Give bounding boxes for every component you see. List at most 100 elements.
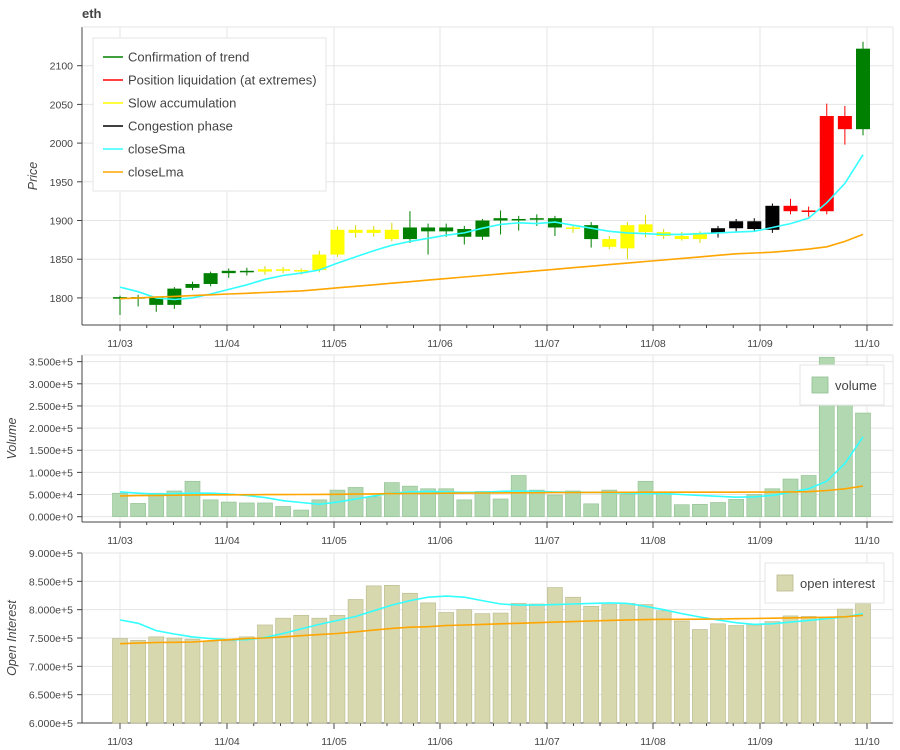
open-interest-bar	[347, 599, 364, 724]
volume-bar	[438, 488, 454, 517]
legend-swatch	[811, 376, 829, 394]
volume-panel: 0.000e+0 5.000e+4 1.000e+5 1.500e+5 2.000e+5…	[5, 354, 894, 547]
xtick-label: 11/09	[747, 736, 773, 748]
candle-body	[692, 232, 707, 240]
open-interest-bar	[202, 640, 219, 724]
open-interest-bar	[184, 638, 201, 724]
ytick-label: 2.000e+5	[29, 423, 73, 435]
volume-bar	[601, 489, 618, 517]
ytick-label: 1900	[50, 216, 74, 228]
open-interest-bar	[764, 621, 781, 724]
ytick-label: 6.000e+5	[29, 718, 73, 730]
candle-body	[402, 227, 417, 240]
open-interest-bar	[492, 612, 509, 724]
ytick-label: 8.000e+5	[29, 605, 73, 617]
candle-body	[257, 269, 272, 272]
volume-bar	[710, 502, 726, 517]
open-interest-sma-line	[119, 595, 864, 641]
xtick-label: 11/09	[747, 338, 773, 350]
volume-bar	[583, 503, 599, 517]
open-interest-bar	[438, 612, 454, 724]
candle-body	[837, 116, 852, 130]
xtick-label: 11/03	[107, 535, 133, 547]
open-interest-bar	[220, 640, 237, 724]
open-interest-bar	[275, 617, 291, 724]
volume-bar	[239, 502, 255, 517]
candle-body	[729, 221, 744, 229]
ytick-label: 1800	[50, 293, 74, 305]
candle-body	[819, 116, 834, 212]
open-interest-panel: 6.000e+5 6.500e+5 7.000e+5 7.500e+5 8.000e+5…	[5, 548, 894, 748]
volume-bar	[184, 480, 201, 517]
open-interest-bar	[329, 615, 346, 724]
open-interest-bar	[728, 625, 744, 724]
open-interest-bar	[619, 603, 636, 724]
xtick-label: 11/10	[854, 736, 880, 748]
ytick-label: 5.000e+4	[29, 490, 73, 502]
volume-bar	[275, 506, 291, 517]
ytick-label: 3.500e+5	[29, 357, 73, 369]
ytick-label: 1.000e+5	[29, 467, 73, 479]
open-interest-bar	[529, 603, 545, 724]
price-panel: 1800 1850 1900 1950 2000 2050 2100 11/03 11/04 11…	[26, 26, 894, 350]
volume-bar	[492, 498, 509, 517]
candle-body	[384, 229, 399, 240]
candle-body	[801, 210, 816, 212]
open-interest-bar	[510, 603, 527, 724]
ytick-label: 1.500e+5	[29, 445, 73, 457]
legend-label: Confirmation of trend	[128, 50, 249, 65]
open-interest-bar	[365, 585, 382, 724]
volume-bar	[384, 482, 400, 517]
xtick-label: 11/04	[214, 736, 240, 748]
open-interest-bar	[782, 615, 799, 724]
ytick-label: 6.500e+5	[29, 690, 73, 702]
xtick-label: 11/03	[107, 736, 133, 748]
volume-bar	[148, 492, 165, 517]
ytick-label: 1950	[50, 177, 74, 189]
xtick-label: 11/05	[321, 535, 347, 547]
volume-bar	[782, 478, 799, 517]
volume-bar	[510, 475, 527, 517]
xtick-label: 11/04	[214, 535, 240, 547]
volume-bar	[456, 499, 473, 517]
candle-body	[348, 229, 363, 233]
volume-bar	[855, 412, 871, 517]
ytick-label: 1850	[50, 254, 74, 266]
legend-box	[92, 37, 327, 192]
candle-body	[674, 235, 689, 240]
volume-bar	[619, 494, 636, 517]
volume-bar	[673, 504, 690, 517]
ytick-label: 9.000e+5	[29, 548, 73, 560]
xtick-label: 11/08	[640, 338, 666, 350]
open-interest-bar	[637, 604, 654, 724]
closeLma-line	[119, 233, 864, 300]
xtick-label: 11/10	[854, 535, 880, 547]
open-interest-bar	[673, 620, 690, 724]
volume-bar	[746, 494, 763, 517]
candle-body	[294, 270, 309, 272]
candle-body	[602, 239, 617, 247]
candle-body	[511, 218, 526, 221]
xtick-label: 11/09	[747, 535, 773, 547]
candle-body	[221, 270, 236, 274]
candle-body	[783, 205, 798, 212]
candle-body	[856, 48, 870, 130]
volume-bar	[764, 488, 781, 517]
legend-label: closeSma	[128, 142, 186, 157]
open-interest-bar	[148, 636, 165, 724]
volume-lma-line	[119, 485, 864, 497]
ytick-label: 8.500e+5	[29, 576, 73, 588]
open-interest-bar	[601, 604, 618, 724]
open-interest-bar	[800, 616, 817, 724]
open-interest-bar	[239, 636, 255, 724]
volume-bar	[347, 487, 364, 517]
ytick-label: 2100	[50, 61, 74, 73]
volume-bar	[728, 499, 744, 517]
open-interest-bar	[837, 608, 853, 724]
candle-body	[747, 221, 762, 230]
candle-body	[239, 270, 254, 273]
volume-bar	[130, 503, 146, 517]
open-interest-bar	[583, 605, 599, 724]
closeSma-line	[119, 154, 864, 301]
